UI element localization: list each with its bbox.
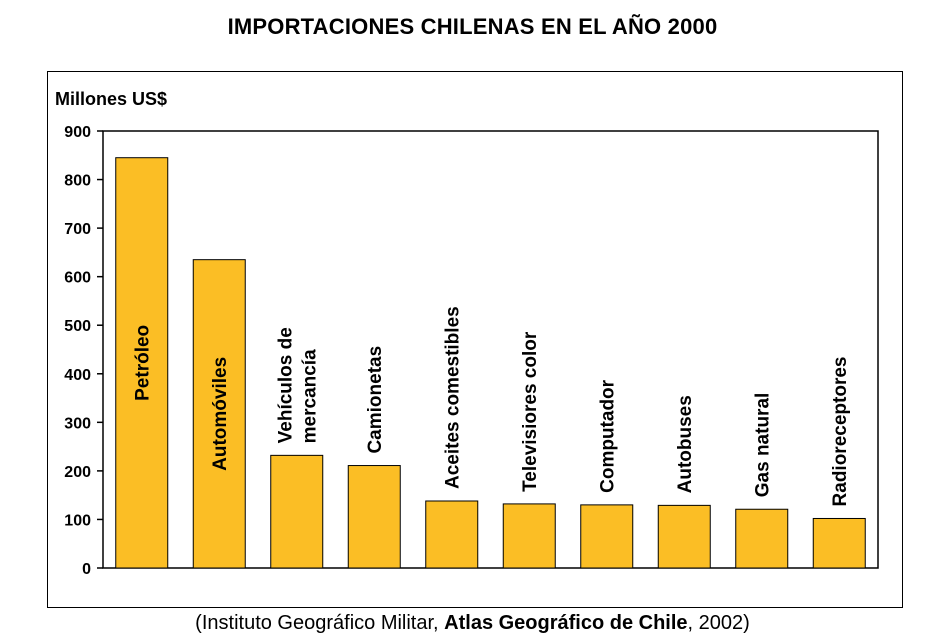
category-label: Camionetas [365, 346, 386, 454]
category-label-group: Computador [598, 379, 619, 493]
category-label: mercancía [300, 349, 321, 443]
bar [812, 517, 866, 569]
category-label: Radioreceptores [830, 357, 851, 507]
y-axis-label: Millones US$ [55, 89, 168, 109]
category-label-group: Vehículos de mercancía [276, 327, 321, 443]
y-tick-label: 100 [64, 512, 91, 529]
bar [580, 504, 634, 569]
caption-prefix: (Instituto Geográfico Militar, [195, 612, 445, 634]
y-tick-label: 0 [82, 561, 91, 578]
category-label-group: Gas natural [753, 393, 774, 498]
bar [502, 503, 556, 569]
bar [270, 454, 324, 569]
category-label: Gas natural [753, 393, 774, 498]
category-label-group: Aceites comestibles [443, 306, 464, 489]
y-tick-label: 200 [64, 464, 91, 481]
plot-area [102, 130, 879, 569]
category-label: Petróleo [133, 325, 154, 401]
category-label-group: Autobuses [675, 395, 696, 493]
chart-frame [47, 71, 903, 608]
caption-bold: Atlas Geográfico de Chile [444, 612, 688, 634]
caption-suffix: , 2002) [687, 612, 750, 634]
y-tick-label: 600 [64, 270, 91, 287]
category-label-group: Automóviles [210, 357, 231, 471]
chart-title: IMPORTACIONES CHILENAS EN EL AÑO 2000 [227, 14, 718, 39]
y-tick-label: 900 [64, 124, 91, 141]
bar [115, 157, 169, 569]
category-label: Aceites comestibles [443, 306, 464, 489]
bar [347, 465, 401, 569]
category-label-group: Petróleo [133, 325, 154, 401]
category-label: Computador [598, 379, 619, 493]
y-tick-label: 700 [64, 221, 91, 238]
y-tick-label: 800 [64, 173, 91, 190]
bar [192, 259, 246, 569]
category-label-group: Televisiores color [520, 331, 541, 492]
bar [657, 504, 711, 569]
category-label: Televisiores color [520, 331, 541, 492]
y-tick-label: 300 [64, 415, 91, 432]
source-caption: (Instituto Geográfico Militar, Atlas Geo… [0, 612, 945, 635]
category-label-group: Radioreceptores [830, 357, 851, 507]
category-label: Autobuses [675, 395, 696, 493]
y-tick-label: 500 [64, 318, 91, 335]
bar [735, 508, 789, 569]
category-label: Vehículos de [276, 327, 297, 443]
y-tick-label: 400 [64, 367, 91, 384]
category-label: Automóviles [210, 357, 231, 471]
bar [425, 500, 479, 569]
category-label-group: Camionetas [365, 346, 386, 454]
